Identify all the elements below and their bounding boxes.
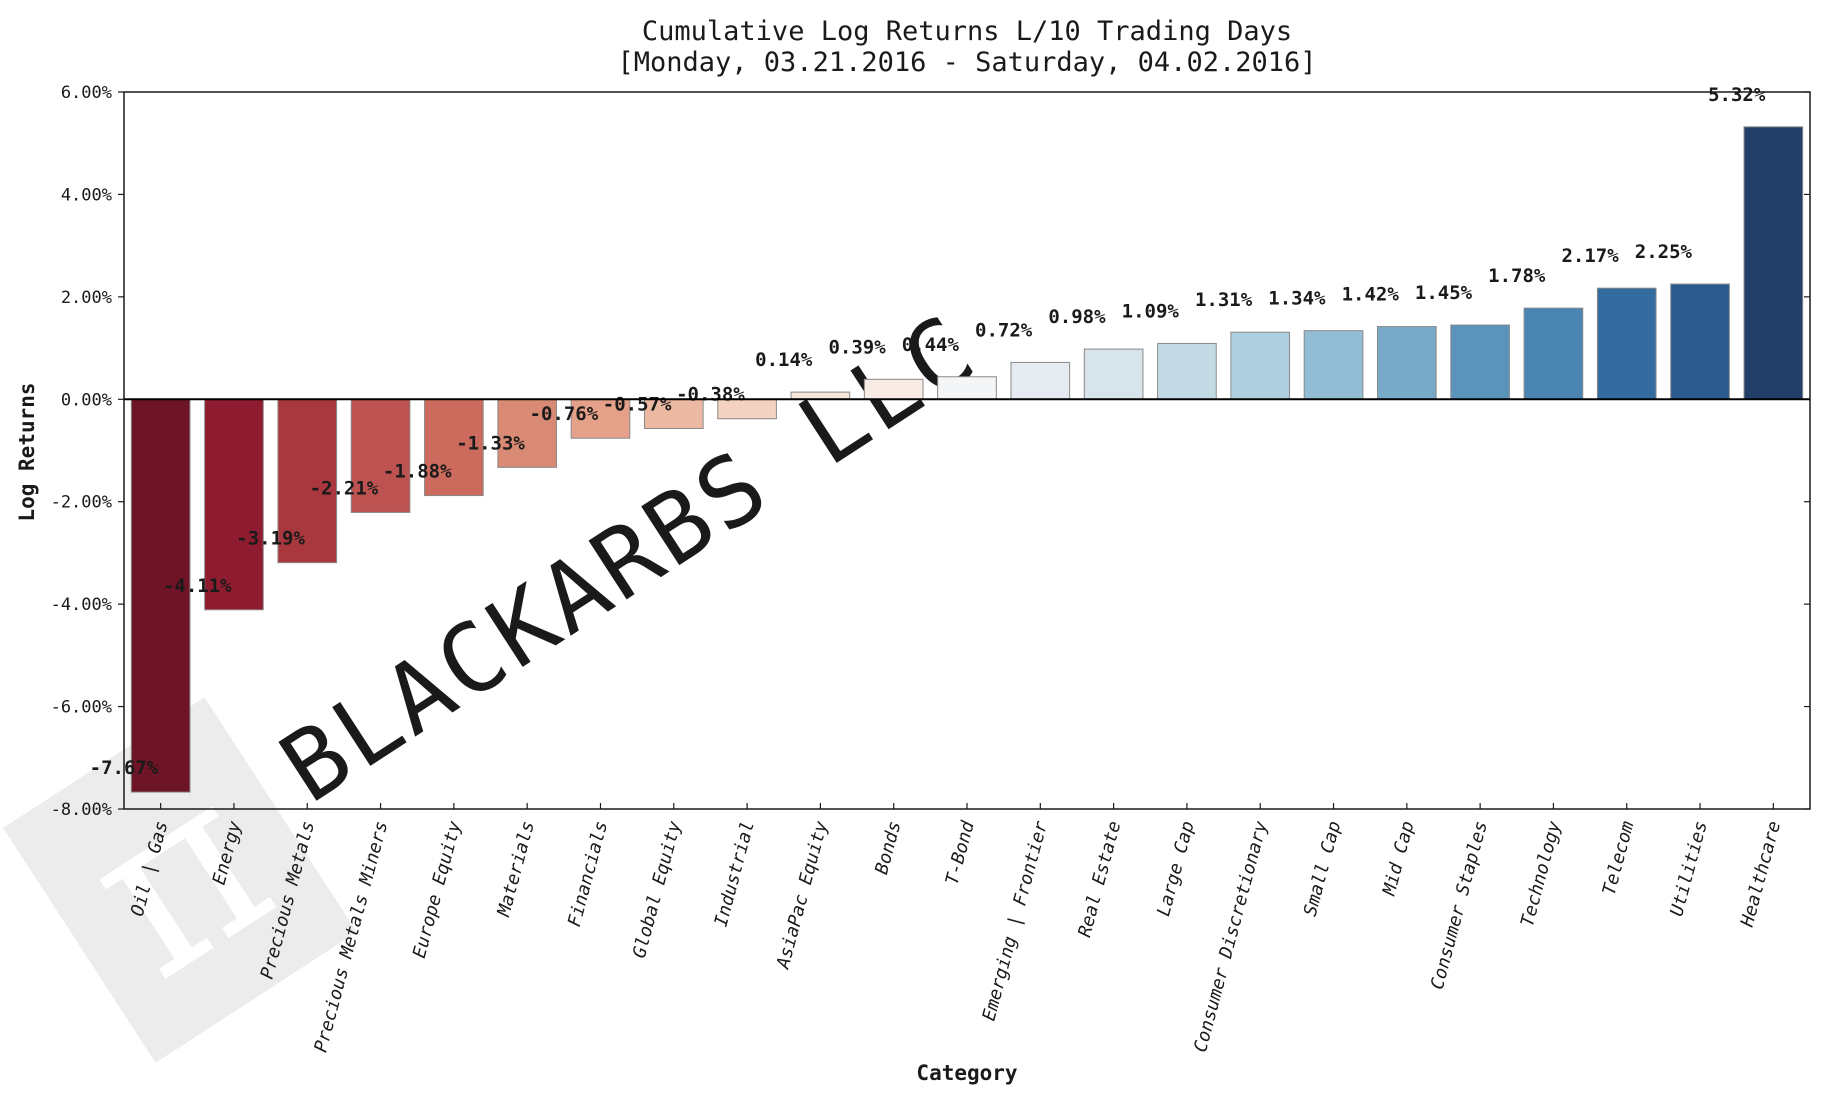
data-label: -3.19% <box>236 528 305 550</box>
x-tick-label: Global Equity <box>629 819 686 961</box>
data-label: -0.38% <box>676 384 745 406</box>
x-tick-label: Healthcare <box>1737 819 1786 930</box>
y-tick-label: -6.00% <box>51 698 112 718</box>
bars <box>130 126 1804 793</box>
x-tick-label: Mid Cap <box>1378 819 1418 899</box>
data-label: 0.14% <box>755 349 813 371</box>
bar <box>1303 330 1364 400</box>
data-label: -0.76% <box>530 403 599 425</box>
x-tick-label: Financials <box>564 819 612 929</box>
data-label: -1.33% <box>456 432 525 454</box>
data-labels: -7.67%-4.11%-3.19%-2.21%-1.88%-1.33%-0.7… <box>90 84 1766 779</box>
x-tick-label: Small Cap <box>1300 819 1346 919</box>
plot-frame <box>123 91 1811 810</box>
x-tick-label: Materials <box>493 819 539 920</box>
data-label: 5.32% <box>1708 84 1766 106</box>
data-label: 1.42% <box>1342 284 1400 306</box>
x-tick-label: Consumer Staples <box>1427 819 1492 992</box>
data-label: -0.57% <box>603 393 672 415</box>
data-label: -4.11% <box>163 575 232 597</box>
data-label: 2.25% <box>1635 241 1693 263</box>
chart-title: Cumulative Log Returns L/10 Trading Days <box>642 16 1292 47</box>
data-label: -1.88% <box>383 461 452 483</box>
y-tick-label: 4.00% <box>61 185 112 205</box>
bar <box>424 398 484 497</box>
data-label: 1.34% <box>1268 288 1326 310</box>
bar <box>1230 331 1291 400</box>
x-tick-label: Utilities <box>1666 819 1712 919</box>
bar <box>1010 361 1071 400</box>
data-label: 0.72% <box>975 319 1033 341</box>
y-tick-label: 0.00% <box>61 390 112 410</box>
bar <box>863 378 924 400</box>
data-label: 1.31% <box>1195 289 1253 311</box>
y-tick-label: 2.00% <box>61 288 112 308</box>
bar <box>204 398 264 611</box>
bar <box>350 398 411 513</box>
x-tick-label: AsiaPac Equity <box>772 819 832 972</box>
bar <box>1523 307 1584 400</box>
bar <box>790 391 851 400</box>
bar <box>643 398 704 429</box>
y-tick-label: -4.00% <box>51 595 112 615</box>
x-tick-label: T-Bond <box>942 818 979 887</box>
bar <box>1743 126 1804 400</box>
y-tick-label: -8.00% <box>51 800 112 820</box>
bar <box>1377 326 1437 400</box>
data-label: -2.21% <box>310 477 379 499</box>
watermark-text: BLACKARBS LLC <box>262 293 997 824</box>
x-tick-label: Consumer Discretionary <box>1190 819 1272 1055</box>
x-tick-label: Technology <box>1517 819 1565 929</box>
bar <box>1670 283 1730 400</box>
bar <box>277 398 338 564</box>
bar <box>1083 348 1144 400</box>
data-label: 1.09% <box>1122 300 1180 322</box>
x-tick-label: Real Estate <box>1074 819 1125 940</box>
y-tick-label: -2.00% <box>51 493 112 513</box>
y-axis-ticks: 6.00% 4.00% 2.00% 0.00% -2.00% -4.00% -6.00% -8… <box>51 83 1810 820</box>
bar <box>130 398 191 793</box>
x-tick-label: Bonds <box>871 819 905 877</box>
x-axis-label: Category <box>916 1061 1018 1085</box>
bar <box>1157 342 1217 400</box>
y-axis-label: Log Returns <box>15 382 39 521</box>
pi-logo-icon <box>3 697 357 1063</box>
data-label: 1.45% <box>1415 282 1473 304</box>
chart-subtitle: [Monday, 03.21.2016 - Saturday, 04.02.20… <box>618 47 1317 78</box>
bar <box>1450 324 1510 400</box>
data-label: 1.78% <box>1488 265 1546 287</box>
x-tick-label: Telecom <box>1599 819 1639 898</box>
bar <box>497 398 557 468</box>
data-label: 2.17% <box>1561 245 1619 267</box>
y-tick-label: 6.00% <box>61 83 112 103</box>
data-label: 0.39% <box>828 336 886 358</box>
bar <box>937 376 997 400</box>
bar <box>1596 287 1657 400</box>
x-tick-label: Emerging | Frontier <box>979 819 1053 1023</box>
x-tick-label: Industrial <box>711 819 759 929</box>
data-label: 0.98% <box>1048 306 1106 328</box>
bar <box>570 398 631 439</box>
x-tick-label: Large Cap <box>1153 819 1199 919</box>
data-label: 0.44% <box>902 334 960 356</box>
x-tick-label: Europe Equity <box>409 819 466 961</box>
